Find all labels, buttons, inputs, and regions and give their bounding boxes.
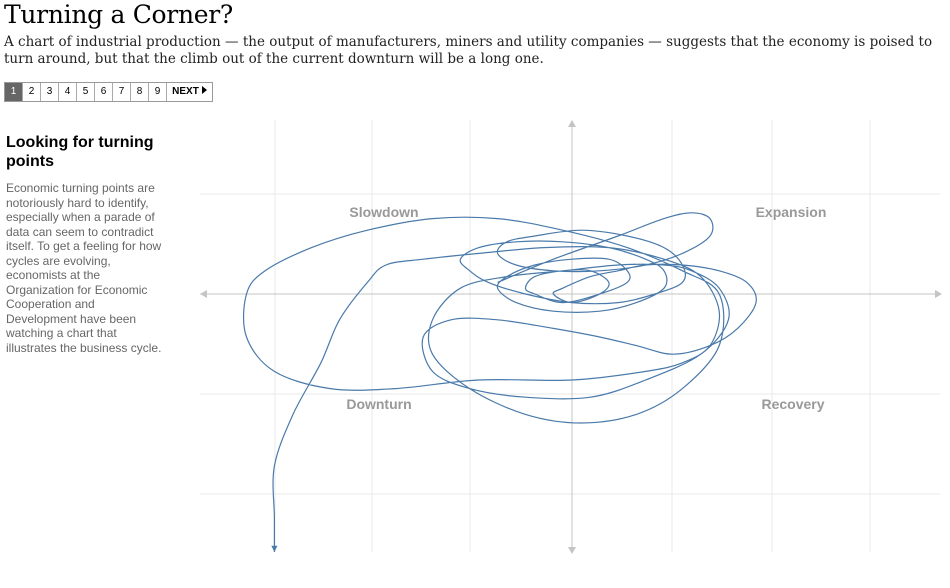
page-button-1[interactable]: 1 (5, 83, 23, 101)
sidebar-heading: Looking for turning points (6, 134, 154, 170)
page-button-9[interactable]: 9 (149, 83, 167, 101)
quadrant-label-top-left: Slowdown (349, 204, 418, 220)
series-end-arrow-icon (271, 545, 278, 552)
x-axis-left-arrow-icon (200, 290, 207, 298)
page-button-4[interactable]: 4 (59, 83, 77, 101)
quadrant-label-bottom-right: Recovery (761, 396, 824, 412)
pager: 1 2 3 4 5 6 7 8 9 NEXT (4, 82, 213, 102)
next-button[interactable]: NEXT (167, 83, 212, 101)
y-axis-top-arrow-icon (568, 120, 576, 127)
page-button-8[interactable]: 8 (131, 83, 149, 101)
page-button-6[interactable]: 6 (95, 83, 113, 101)
y-axis-bottom-arrow-icon (568, 547, 576, 554)
page-button-5[interactable]: 5 (77, 83, 95, 101)
play-arrow-icon (201, 86, 207, 94)
page-button-2[interactable]: 2 (23, 83, 41, 101)
page-button-3[interactable]: 3 (41, 83, 59, 101)
next-label: NEXT (172, 86, 199, 97)
page-button-7[interactable]: 7 (113, 83, 131, 101)
series-line-0 (242, 212, 757, 552)
page-subtitle: A chart of industrial production — the o… (4, 34, 933, 67)
page-title: Turning a Corner? (4, 0, 234, 29)
quadrant-label-top-right: Expansion (756, 204, 827, 220)
quadrant-label-bottom-left: Downturn (346, 396, 411, 412)
sidebar-body: Economic turning points are notoriously … (6, 181, 162, 355)
x-axis-right-arrow-icon (935, 290, 942, 298)
